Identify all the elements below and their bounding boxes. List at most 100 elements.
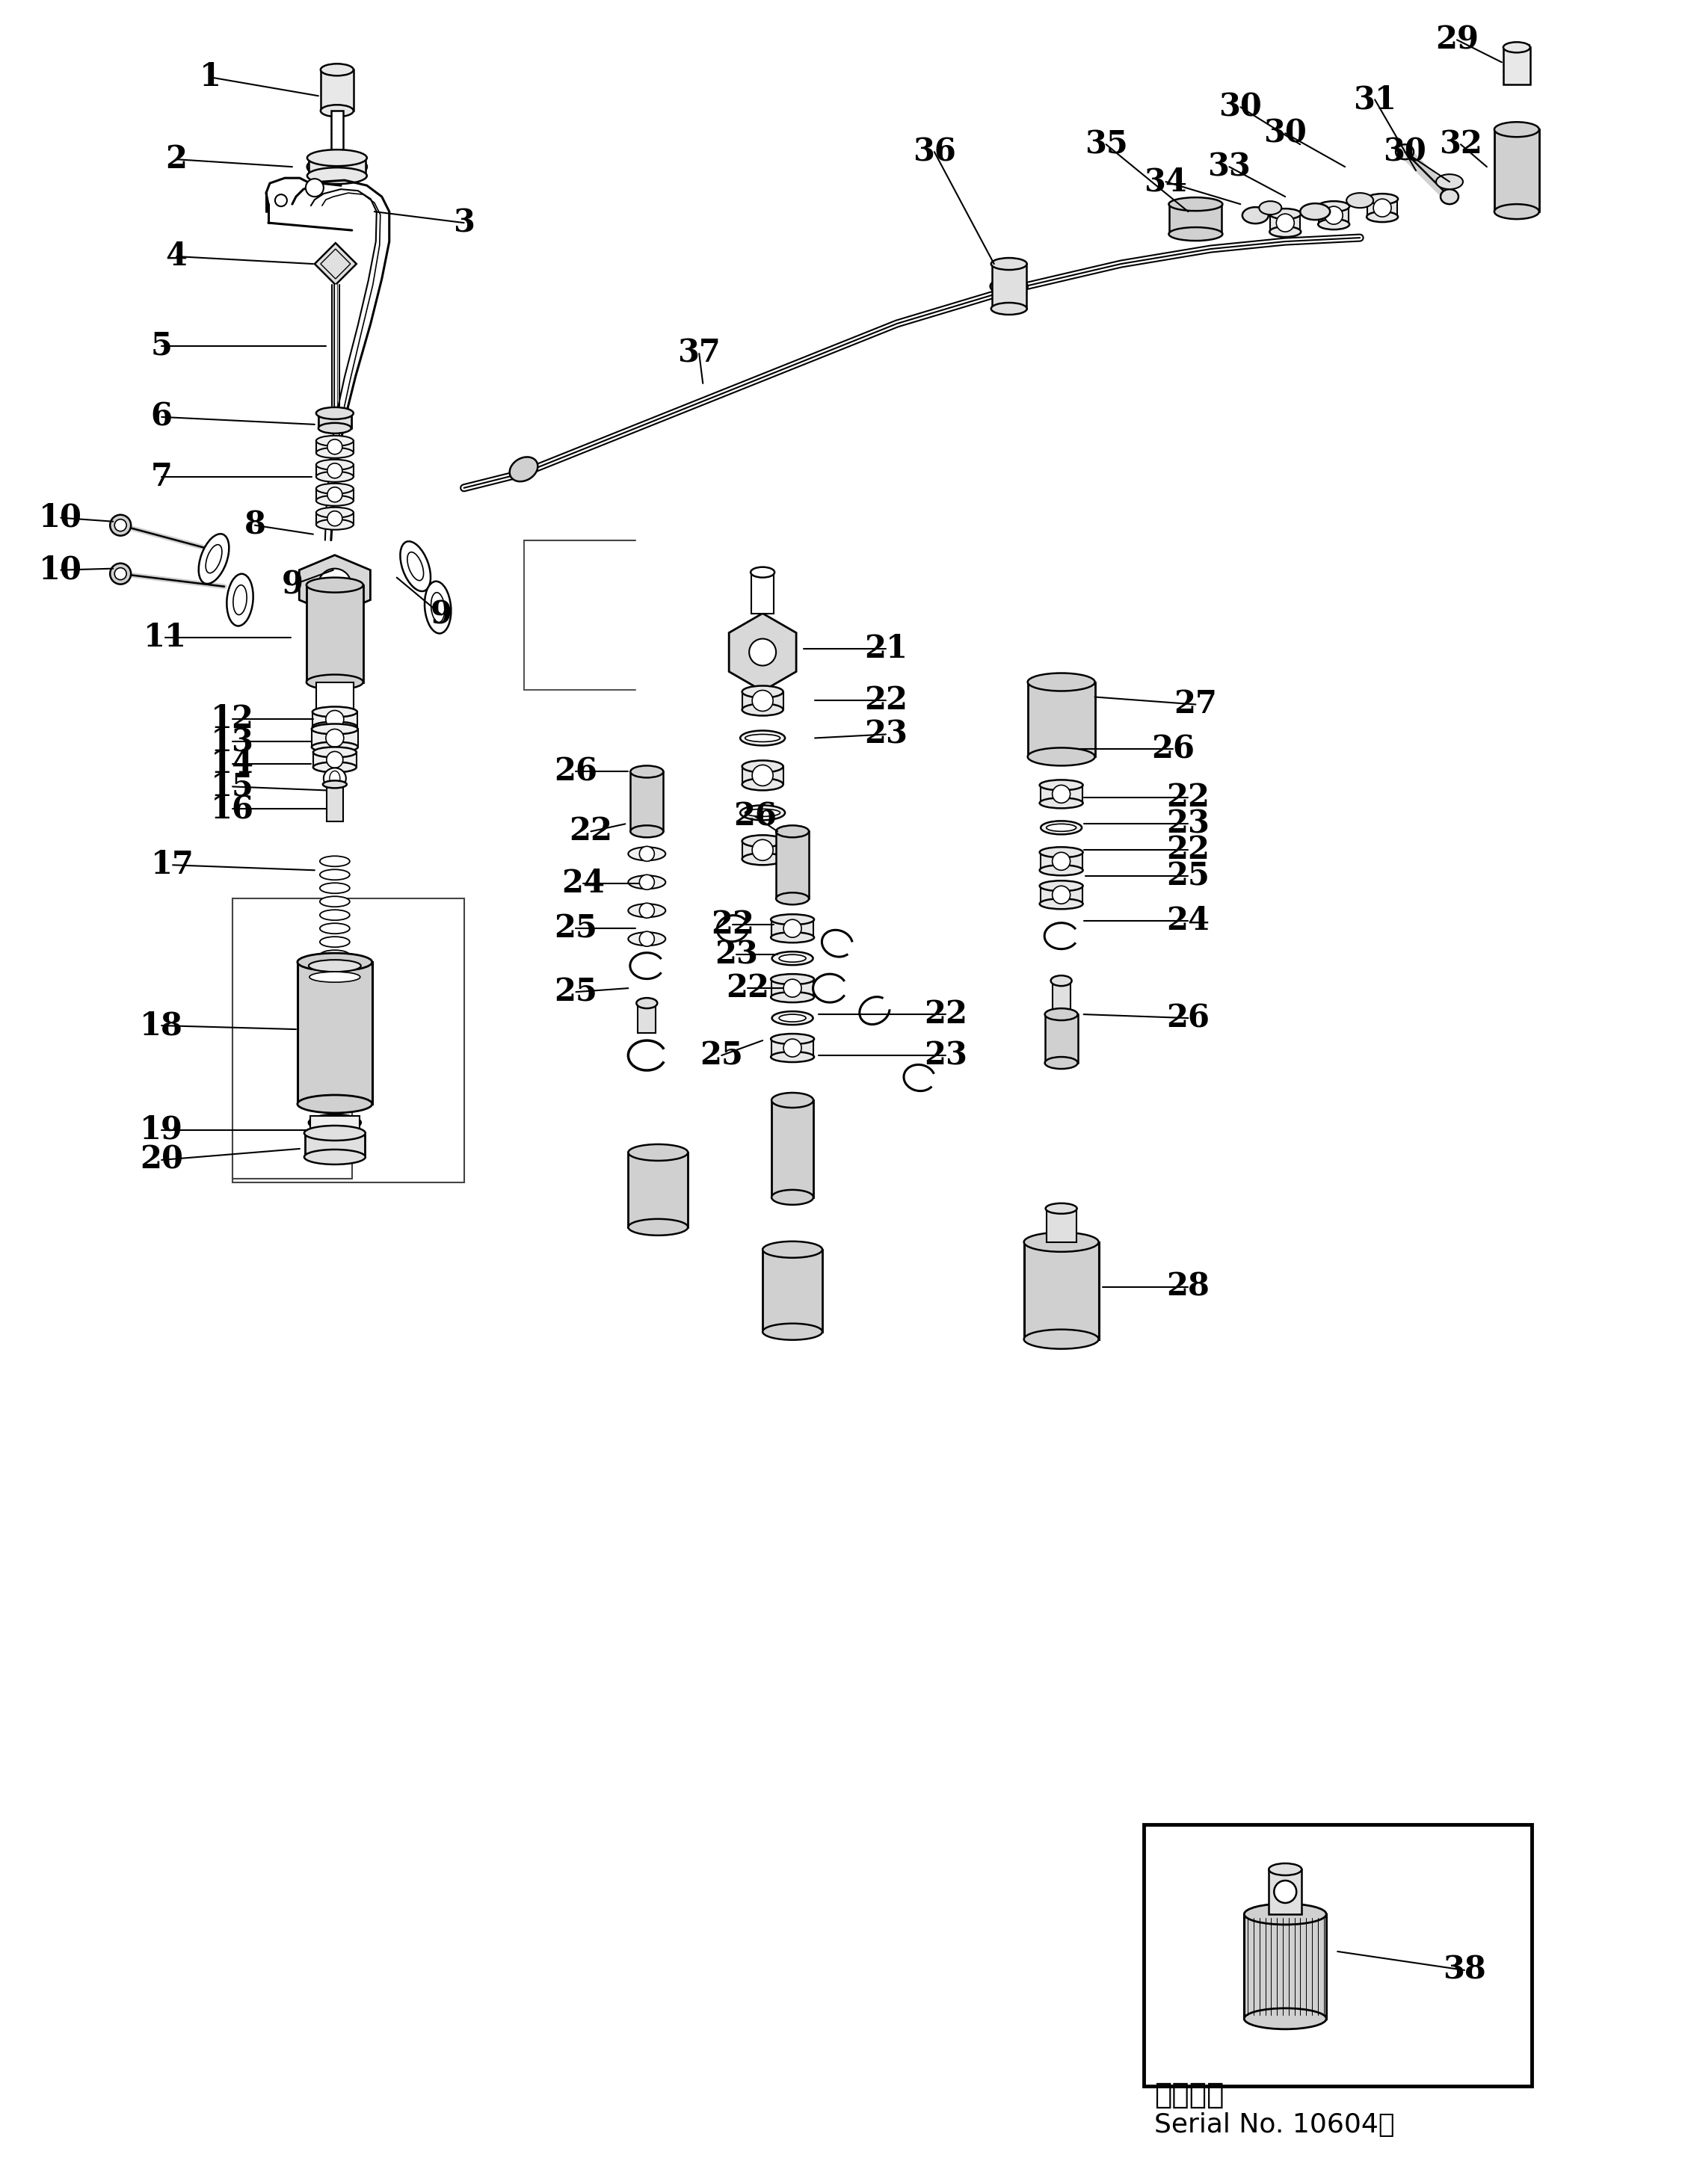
Ellipse shape bbox=[313, 708, 357, 716]
Ellipse shape bbox=[304, 1149, 365, 1164]
Ellipse shape bbox=[304, 1125, 365, 1140]
Bar bbox=[772, 978, 814, 998]
Text: 23: 23 bbox=[865, 719, 907, 749]
Ellipse shape bbox=[227, 574, 254, 627]
Bar bbox=[627, 1153, 688, 1227]
Text: 18: 18 bbox=[140, 1009, 183, 1042]
Ellipse shape bbox=[323, 780, 346, 788]
Ellipse shape bbox=[762, 1241, 822, 1258]
Ellipse shape bbox=[510, 456, 538, 480]
Circle shape bbox=[1053, 852, 1070, 869]
Circle shape bbox=[752, 764, 774, 786]
Text: 26: 26 bbox=[733, 802, 777, 832]
Ellipse shape bbox=[1347, 192, 1373, 207]
Ellipse shape bbox=[1024, 1330, 1098, 1350]
Ellipse shape bbox=[323, 1118, 346, 1127]
Ellipse shape bbox=[1494, 203, 1539, 218]
Text: 28: 28 bbox=[1167, 1271, 1209, 1302]
Ellipse shape bbox=[762, 1324, 822, 1341]
Ellipse shape bbox=[750, 568, 774, 577]
Ellipse shape bbox=[770, 1053, 814, 1061]
Ellipse shape bbox=[627, 876, 666, 889]
Ellipse shape bbox=[234, 585, 247, 616]
Ellipse shape bbox=[1300, 203, 1330, 221]
Bar bbox=[1270, 214, 1300, 232]
Ellipse shape bbox=[991, 304, 1028, 314]
Bar bbox=[775, 832, 809, 898]
Ellipse shape bbox=[1039, 797, 1083, 808]
Ellipse shape bbox=[309, 1114, 362, 1131]
Circle shape bbox=[784, 978, 801, 998]
Ellipse shape bbox=[1396, 144, 1413, 159]
Ellipse shape bbox=[627, 1219, 688, 1236]
Ellipse shape bbox=[1039, 847, 1083, 858]
Text: 10: 10 bbox=[39, 502, 82, 533]
Ellipse shape bbox=[320, 882, 350, 893]
Ellipse shape bbox=[1045, 1009, 1078, 1020]
Circle shape bbox=[114, 568, 126, 579]
Ellipse shape bbox=[991, 258, 1028, 271]
Text: 24: 24 bbox=[562, 867, 606, 900]
Ellipse shape bbox=[770, 992, 814, 1002]
Ellipse shape bbox=[636, 998, 658, 1009]
Circle shape bbox=[109, 563, 131, 585]
Ellipse shape bbox=[323, 769, 346, 788]
Text: 6: 6 bbox=[151, 402, 172, 432]
Ellipse shape bbox=[316, 483, 353, 494]
Text: 23: 23 bbox=[715, 939, 759, 970]
Ellipse shape bbox=[1046, 1203, 1076, 1214]
Ellipse shape bbox=[740, 806, 785, 821]
Ellipse shape bbox=[1367, 194, 1398, 203]
Ellipse shape bbox=[313, 721, 357, 732]
Ellipse shape bbox=[1245, 2009, 1327, 2029]
Bar bbox=[772, 919, 814, 937]
Bar bbox=[637, 1002, 656, 1033]
Circle shape bbox=[784, 1040, 801, 1057]
Ellipse shape bbox=[1039, 880, 1083, 891]
Text: 9: 9 bbox=[431, 598, 452, 631]
Ellipse shape bbox=[424, 581, 451, 633]
Ellipse shape bbox=[316, 520, 353, 531]
Bar bbox=[1494, 129, 1539, 212]
Circle shape bbox=[328, 439, 341, 454]
Text: 23: 23 bbox=[923, 1040, 967, 1070]
Circle shape bbox=[114, 520, 126, 531]
Ellipse shape bbox=[772, 1011, 812, 1024]
Text: 8: 8 bbox=[244, 509, 266, 542]
Bar bbox=[313, 751, 357, 767]
Bar bbox=[321, 70, 353, 111]
Bar bbox=[316, 465, 353, 476]
Ellipse shape bbox=[627, 1144, 688, 1160]
Text: Serial No. 10604～: Serial No. 10604～ bbox=[1154, 2112, 1394, 2138]
Ellipse shape bbox=[740, 732, 785, 745]
Bar bbox=[232, 898, 464, 1182]
Ellipse shape bbox=[311, 743, 358, 751]
Bar bbox=[992, 264, 1026, 308]
Text: 21: 21 bbox=[865, 633, 908, 664]
Text: 3: 3 bbox=[452, 207, 474, 238]
Bar bbox=[1268, 1870, 1302, 1913]
Ellipse shape bbox=[321, 105, 353, 116]
Ellipse shape bbox=[321, 63, 353, 76]
Ellipse shape bbox=[1028, 747, 1095, 767]
Ellipse shape bbox=[1270, 210, 1300, 218]
Ellipse shape bbox=[1169, 197, 1223, 212]
Bar bbox=[1319, 205, 1349, 225]
Ellipse shape bbox=[775, 826, 809, 836]
Ellipse shape bbox=[316, 507, 353, 518]
Ellipse shape bbox=[1367, 212, 1398, 223]
Ellipse shape bbox=[308, 155, 367, 179]
Bar bbox=[1504, 48, 1531, 85]
Bar bbox=[742, 841, 784, 858]
Bar bbox=[1245, 1913, 1327, 2018]
Text: 2: 2 bbox=[165, 144, 187, 175]
Text: 24: 24 bbox=[1167, 906, 1209, 937]
Ellipse shape bbox=[205, 544, 222, 572]
Text: 30: 30 bbox=[1383, 135, 1426, 168]
Bar bbox=[316, 489, 353, 500]
Bar bbox=[1045, 1013, 1078, 1064]
Ellipse shape bbox=[320, 976, 350, 987]
Ellipse shape bbox=[320, 963, 350, 974]
Ellipse shape bbox=[1494, 122, 1539, 138]
Polygon shape bbox=[315, 242, 357, 284]
